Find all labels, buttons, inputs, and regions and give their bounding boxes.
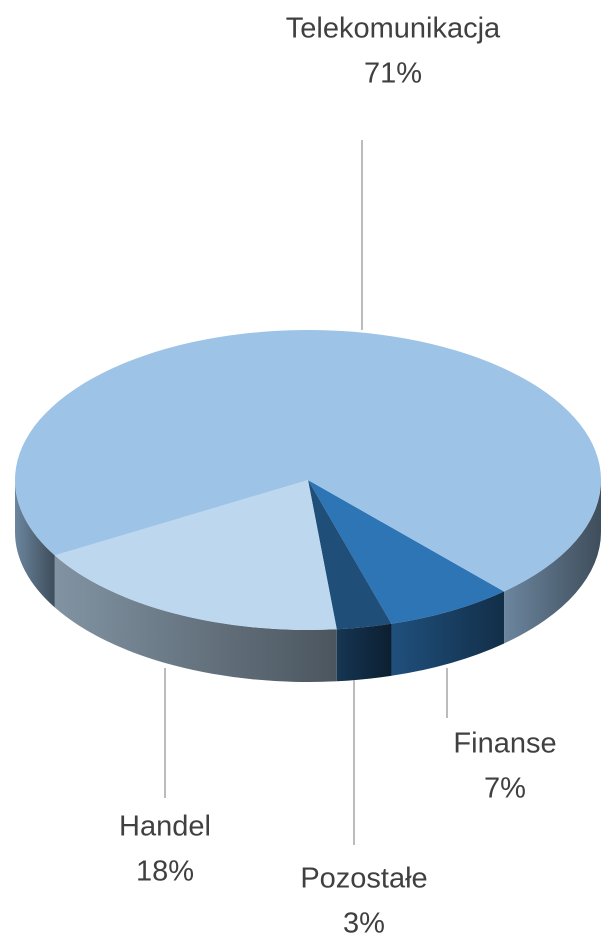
slice-side-shade xyxy=(336,623,392,682)
value-label: 18% xyxy=(136,856,194,888)
category-label: Telekomunikacja xyxy=(286,13,501,45)
slice xyxy=(308,480,505,624)
value-label: 71% xyxy=(364,58,422,90)
slice-side-shade xyxy=(504,480,601,644)
slice-side-shade xyxy=(391,591,505,676)
slice xyxy=(14,330,601,592)
value-label: 3% xyxy=(343,908,385,940)
slice-side-shade xyxy=(15,480,55,608)
value-label: 7% xyxy=(484,773,526,805)
category-label: Handel xyxy=(119,811,211,843)
slice-side-shade xyxy=(54,555,337,682)
category-label: Pozostałe xyxy=(300,863,427,895)
slice xyxy=(308,480,392,630)
category-label: Finanse xyxy=(453,728,556,760)
slice xyxy=(54,480,337,630)
